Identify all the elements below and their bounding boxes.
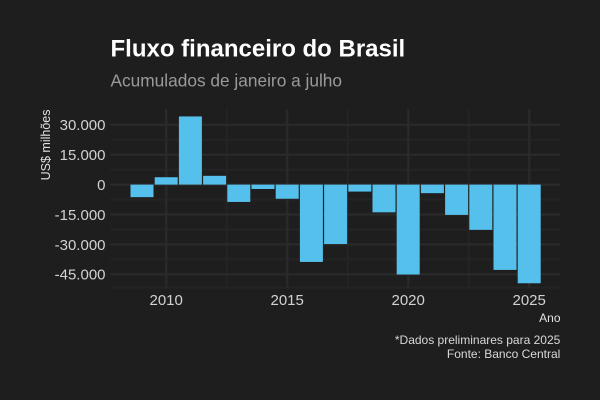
svg-text:-15.000: -15.000 xyxy=(55,207,106,224)
svg-text:Ano: Ano xyxy=(539,311,561,325)
svg-text:Acumulados de janeiro a julho: Acumulados de janeiro a julho xyxy=(111,71,343,91)
svg-text:2020: 2020 xyxy=(392,292,425,309)
svg-text:*Dados preliminares para 2025: *Dados preliminares para 2025 xyxy=(395,333,561,347)
svg-text:0: 0 xyxy=(97,177,105,194)
svg-text:2015: 2015 xyxy=(271,292,304,309)
svg-text:30.000: 30.000 xyxy=(60,117,106,134)
svg-text:Fluxo financeiro do Brasil: Fluxo financeiro do Brasil xyxy=(111,36,406,63)
svg-text:US$ milhões: US$ milhões xyxy=(39,110,53,181)
svg-text:15.000: 15.000 xyxy=(60,147,106,164)
svg-text:Fonte: Banco Central: Fonte: Banco Central xyxy=(447,347,560,361)
svg-text:2025: 2025 xyxy=(513,292,546,309)
svg-text:2010: 2010 xyxy=(150,292,183,309)
svg-text:-30.000: -30.000 xyxy=(55,237,106,254)
svg-text:-45.000: -45.000 xyxy=(55,267,106,284)
